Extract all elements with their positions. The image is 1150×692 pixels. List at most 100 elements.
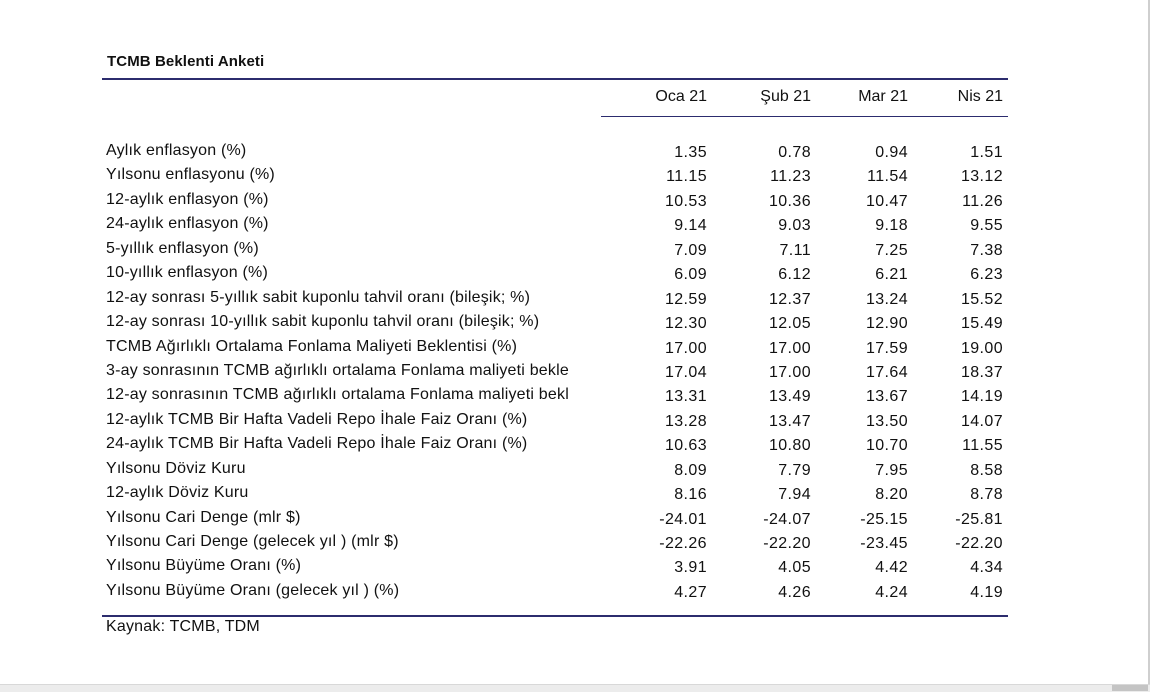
table-cell: 6.21 [875, 266, 908, 284]
table-cell: 7.09 [674, 241, 707, 259]
table-cell: 12.59 [664, 290, 707, 308]
row-label: 12-aylık TCMB Bir Hafta Vadeli Repo İhal… [106, 410, 528, 428]
table-row: 3-ay sonrasının TCMB ağırlıklı ortalama … [0, 360, 1150, 384]
table-cell: 19.00 [960, 339, 1003, 357]
table-cell: 3.91 [674, 559, 707, 577]
table-cell: 4.34 [970, 559, 1003, 577]
table-cell: 9.03 [778, 217, 811, 235]
row-label: Yılsonu Cari Denge (mlr $) [106, 508, 301, 526]
column-header-oca-21: Oca 21 [655, 88, 707, 105]
table-cell: 17.00 [768, 363, 811, 381]
table-cell: 8.78 [970, 486, 1003, 504]
table-top-rule [102, 78, 1008, 80]
table-cell: 4.19 [970, 583, 1003, 601]
row-label: Yılsonu Cari Denge (gelecek yıl ) (mlr $… [106, 533, 399, 550]
table-cell: 8.58 [970, 461, 1003, 479]
header-underline-rule [601, 116, 1008, 117]
table-cell: 12.37 [768, 290, 811, 308]
table-cell: 13.28 [664, 412, 707, 430]
table-bottom-rule [102, 615, 1008, 617]
table-row: 12-ay sonrasının TCMB ağırlıklı ortalama… [0, 384, 1150, 408]
table-cell: 17.59 [865, 339, 908, 357]
table-cell: 8.09 [674, 461, 707, 479]
table-cell: 8.20 [875, 486, 908, 504]
table-cell: -23.45 [860, 535, 908, 552]
table-cell: 15.49 [960, 315, 1003, 333]
table-cell: 7.25 [875, 241, 908, 259]
table-cell: 12.05 [768, 315, 811, 333]
table-row: 12-aylık Döviz Kuru 8.16 7.94 8.20 8.78 [0, 482, 1150, 506]
row-label: 12-aylık Döviz Kuru [106, 484, 249, 502]
table-cell: 12.30 [664, 315, 707, 333]
table-cell: 0.78 [778, 144, 811, 161]
row-label: 10-yıllık enflasyon (%) [106, 264, 268, 282]
table-cell: 4.26 [778, 583, 811, 601]
scrollbar-thumb[interactable] [1112, 685, 1148, 691]
table-cell: 4.42 [875, 559, 908, 577]
table-cell: 10.53 [664, 192, 707, 210]
row-label: 12-ay sonrasının TCMB ağırlıklı ortalama… [106, 386, 569, 404]
table-cell: 11.23 [770, 168, 811, 186]
row-label: 24-aylık enflasyon (%) [106, 215, 269, 233]
table-cell: 13.24 [865, 290, 908, 308]
table-cell: 13.31 [664, 388, 707, 406]
table-cell: 14.07 [960, 412, 1003, 430]
table-cell: 10.80 [768, 437, 811, 455]
table-cell: 0.94 [875, 144, 908, 161]
row-label: Yılsonu Döviz Kuru [106, 459, 246, 477]
table-cell: 7.79 [778, 461, 811, 479]
row-label: Yılsonu Büyüme Oranı (%) [106, 557, 302, 575]
table-row: Yılsonu enflasyonu (%) 11.15 11.23 11.54 13.… [0, 164, 1150, 188]
row-label: 12-aylık enflasyon (%) [106, 190, 269, 208]
table-cell: 9.55 [970, 217, 1003, 235]
source-note: Kaynak: TCMB, TDM [106, 618, 260, 635]
table-cell: 7.11 [779, 241, 811, 259]
row-label: Yılsonu Büyüme Oranı (gelecek yıl ) (%) [106, 581, 400, 599]
table-cell: 9.18 [875, 217, 908, 235]
table-cell: 11.26 [962, 192, 1003, 210]
table-cell: 8.16 [674, 486, 707, 504]
table-cell: 17.00 [768, 339, 811, 357]
row-label: 3-ay sonrasının TCMB ağırlıklı ortalama … [106, 361, 569, 379]
table-cell: 6.09 [674, 266, 707, 284]
row-label: TCMB Ağırlıklı Ortalama Fonlama Maliyeti… [106, 337, 518, 355]
table-cell: 17.00 [664, 339, 707, 357]
table-cell: 17.64 [865, 363, 908, 381]
table-cell: 12.90 [865, 315, 908, 333]
table-row: Yılsonu Döviz Kuru 8.09 7.79 7.95 8.58 [0, 458, 1150, 482]
table-cell: 10.63 [664, 437, 707, 455]
table-row: 10-yıllık enflasyon (%) 6.09 6.12 6.21 6.23 [0, 262, 1150, 286]
table-cell: -22.26 [659, 535, 707, 552]
table-row: Aylık enflasyon (%) 1.35 0.78 0.94 1.51 [0, 140, 1150, 164]
table-cell: 6.12 [778, 266, 811, 284]
table-cell: 4.27 [674, 583, 707, 601]
table-cell: 14.19 [960, 388, 1003, 406]
table-cell: 11.55 [962, 437, 1003, 455]
table-cell: 6.23 [970, 266, 1003, 284]
row-label: Aylık enflasyon (%) [106, 142, 247, 159]
table-cell: -24.07 [763, 510, 811, 528]
row-label: 5-yıllık enflasyon (%) [106, 239, 259, 257]
table-cell: 7.95 [875, 461, 908, 479]
table-cell: 13.47 [768, 412, 811, 430]
table-row: 12-aylık TCMB Bir Hafta Vadeli Repo İhal… [0, 409, 1150, 433]
table-cell: 10.47 [865, 192, 908, 210]
table-body: Aylık enflasyon (%) 1.35 0.78 0.94 1.51 Yılso… [0, 140, 1150, 604]
table-row: 12-ay sonrası 5-yıllık sabit kuponlu tah… [0, 287, 1150, 311]
table-cell: 10.70 [865, 437, 908, 455]
table-row: TCMB Ağırlıklı Ortalama Fonlama Maliyeti… [0, 336, 1150, 360]
table-row: Yılsonu Cari Denge (gelecek yıl ) (mlr $… [0, 531, 1150, 555]
table-cell: 1.51 [970, 144, 1003, 161]
window-right-edge [1148, 0, 1150, 691]
table-cell: -24.01 [659, 510, 707, 528]
table-cell: 9.14 [674, 217, 707, 235]
horizontal-scrollbar[interactable] [0, 684, 1150, 692]
table-row: 12-aylık enflasyon (%) 10.53 10.36 10.47 11.… [0, 189, 1150, 213]
column-header-sub-21: Şub 21 [760, 88, 811, 105]
table-cell: -25.81 [955, 510, 1003, 528]
table-cell: 13.50 [865, 412, 908, 430]
table-row: 24-aylık enflasyon (%) 9.14 9.03 9.18 9.55 [0, 213, 1150, 237]
table-cell: 1.35 [674, 144, 707, 161]
table-cell: -22.20 [955, 535, 1003, 552]
table-cell: 7.94 [778, 486, 811, 504]
